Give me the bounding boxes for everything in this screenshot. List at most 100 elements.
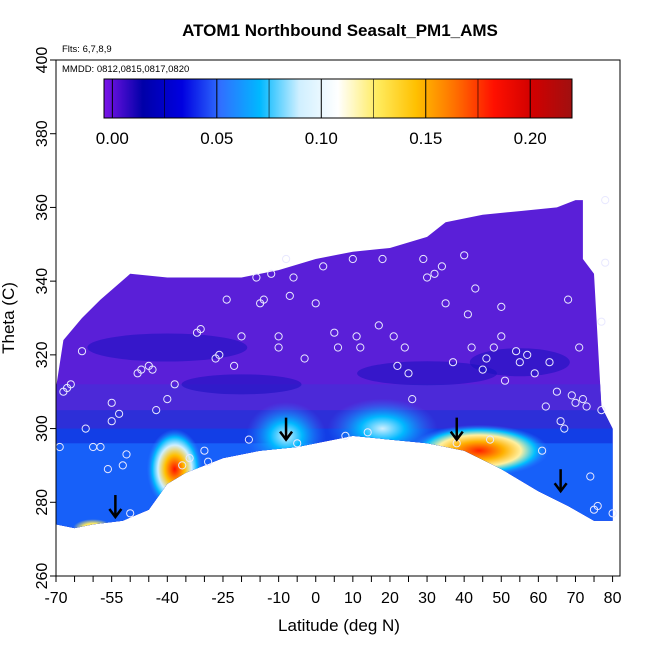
sample-point [204,457,213,466]
sample-point [300,354,309,363]
hotspot-tropical [327,398,438,459]
hotspot-surface-south [73,519,114,529]
sample-point [556,417,565,426]
sample-point [170,380,179,389]
sample-point [378,254,387,264]
sample-point [107,398,116,407]
sample-point [122,450,131,459]
sample-point [267,269,276,278]
arrow-head [449,430,464,442]
arrow-markers [108,417,568,520]
arrow-head [279,430,294,442]
sample-point [137,365,146,374]
sample-point [363,428,372,437]
sample-point [530,369,539,378]
sample-point [515,358,524,367]
sample-point [404,369,413,378]
sample-point [597,406,606,415]
sample-point [575,343,584,352]
sample-point [178,461,187,470]
sample-point [200,446,209,455]
sample-point [467,343,476,352]
sample-point [356,343,365,352]
sample-point [230,361,239,370]
sample-point [497,332,506,341]
sample-point [423,273,432,282]
colorbar-tick-label: 0.05 [200,129,233,148]
x-tick-label: 30 [418,590,436,607]
arrow-head [108,508,123,520]
field-streak [181,374,302,395]
x-axis: -70 -55 -40 -25 -10 0 10 20 30 40 50 60 70 80 [44,575,622,607]
flights-note: Flts: 6,7,8,9 [62,44,112,55]
sample-point [430,269,439,278]
sample-point [107,417,116,426]
sample-point [593,501,602,511]
sample-point [471,284,480,293]
sample-point [96,442,105,452]
field-streak [469,348,570,377]
sample-point [448,358,458,367]
sample-point [419,254,428,264]
sample-point [460,251,469,260]
y-tick-label: 340 [34,268,51,295]
sample-point [400,343,409,352]
colorbar-tick-label: 0.10 [305,129,338,148]
x-tick-label: -55 [100,590,123,607]
y-axis-label: Theta (C) [0,282,18,354]
sample-point [500,376,510,385]
sample-point [601,258,610,267]
sample-point [103,465,113,474]
x-tick-label: 10 [344,590,362,607]
sample-point [441,299,450,308]
colorbar-ticks: 0.00 0.05 0.10 0.15 0.20 [96,79,547,148]
sample-point [259,295,268,304]
sample-point [293,439,302,448]
colorbar-rect [103,78,573,119]
x-tick-label: 60 [529,590,547,607]
y-tick-label: 320 [34,341,51,368]
y-tick-label: 300 [34,415,51,442]
sample-point [311,299,320,308]
sample-point [148,365,157,374]
x-tick-label: 70 [567,590,585,607]
x-tick-label: -25 [211,590,234,607]
sample-point [341,431,350,440]
sample-point [497,302,506,311]
x-tick-label: 80 [604,590,622,607]
sample-point [586,472,595,481]
sample-point [374,321,383,330]
sample-point [567,391,576,400]
sample-point [389,332,398,341]
x-axis-label: Latitude (deg N) [278,616,400,635]
sample-point [81,424,90,433]
x-tick-label: 50 [492,590,510,607]
sample-point [118,461,127,470]
sample-point [274,332,283,341]
colorbar-tick-label: 0.20 [514,129,547,148]
sample-point [538,446,547,455]
arrow-head [553,482,568,494]
sample-point [541,402,550,411]
sample-point [437,262,446,271]
sample-point [478,365,487,374]
sample-point [66,380,75,389]
sample-point [185,454,194,463]
x-tick-label: -70 [44,590,67,607]
sample-point [330,328,339,337]
sample-point [289,273,298,282]
sample-point [408,395,417,404]
sample-point [333,343,343,352]
y-tick-label: 400 [34,47,51,74]
sample-point [564,295,573,304]
sample-point [486,435,495,444]
sample-point [152,406,161,415]
sample-point [348,254,357,264]
colorbar-tick-label: 0.15 [409,129,442,148]
sample-point [582,402,591,411]
sample-point [352,332,361,341]
sample-point [393,361,402,370]
sample-point [319,262,328,271]
sample-point [196,325,205,334]
sample-point [560,424,569,433]
